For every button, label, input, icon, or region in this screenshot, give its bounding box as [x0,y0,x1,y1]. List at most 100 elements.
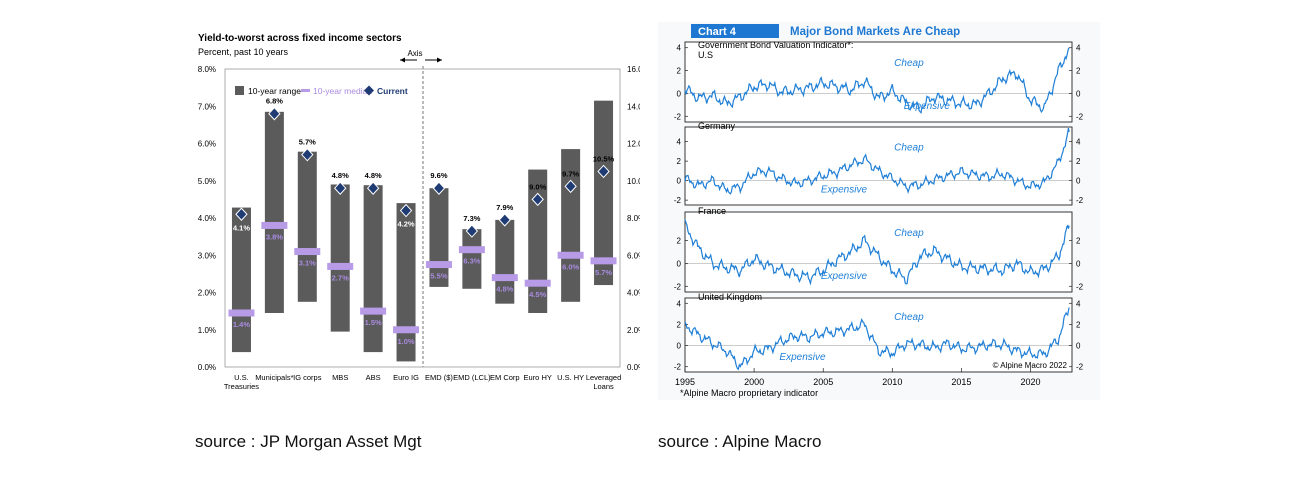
current-label: 10.5% [593,154,615,163]
panel-title: France [698,206,726,216]
x-tick-label: 2015 [951,377,971,387]
category-label: U.S. [234,373,249,382]
category-label: Loans [593,382,614,391]
left-legend: 10-year range 10-year median Current [235,85,408,96]
left-tick-label: 4.0% [198,214,216,223]
panel-left-tick: 4 [677,44,682,53]
panel-title: Germany [698,121,736,131]
category-label: EMD ($) [425,373,453,382]
panel-right-tick: 2 [1076,237,1081,246]
current-label: 6.8% [266,97,283,106]
category-label: EMD (LCL) [453,373,491,382]
category-label: EM Corp [490,373,520,382]
median-marker [425,261,452,269]
right-tick-label: 0.0% [627,363,640,372]
panel-left-tick: -2 [674,196,682,205]
current-marker [564,179,577,194]
expensive-label: Expensive [779,352,826,363]
median-label: 1.4% [233,320,250,329]
right-tick-label: 8.0% [627,214,640,223]
left-tick-label: 0.0% [198,363,216,372]
plot-frame [224,68,621,368]
panel-right-tick: -2 [1076,196,1084,205]
right-tick-label: 4.0% [627,289,640,298]
current-label: 4.8% [365,171,382,180]
range-bar [297,151,317,302]
expensive-label: Expensive [821,271,868,282]
axis-arrows [400,57,442,63]
left-tick-label: 5.0% [198,177,216,186]
legend-current-label: Current [377,86,408,96]
current-label: 4.8% [332,171,349,180]
cheap-label: Cheap [894,228,924,239]
panel-right-tick: 0 [1076,259,1081,268]
category-label: Leveraged [586,373,621,382]
category-label: MBS [332,373,348,382]
panel-right-tick: 2 [1076,320,1081,329]
category-label: IG corps [293,373,322,382]
legend-median-label: 10-year median [313,86,372,96]
median-marker [491,274,518,282]
median-marker [261,221,288,229]
range-bar [495,219,515,304]
range-bar [396,203,416,362]
median-label: 1.0% [397,337,414,346]
current-label: 4.1% [233,223,250,232]
current-label: 4.2% [397,220,414,229]
cheap-label: Cheap [894,58,924,69]
median-label: 3.1% [299,259,316,268]
panel-frame [684,41,1073,123]
right-tick-label: 14.0% [627,102,640,111]
range-bar [462,229,482,289]
current-marker [301,147,314,162]
median-label: 3.8% [266,232,283,241]
panel-left-tick: 4 [677,138,682,147]
chart-label-box [691,24,779,38]
panel-left-tick: 0 [677,259,682,268]
category-label: U.S. HY [557,373,584,382]
right-tick-label: 10.0% [627,177,640,186]
yield-to-worst-chart: Yield-to-worst across fixed income secto… [198,33,640,391]
panel-right-tick: 4 [1076,299,1081,308]
panel-left-tick: -2 [674,363,682,372]
median-label: 6.0% [562,262,579,271]
right-tick-label: 12.0% [627,140,640,149]
median-marker [590,257,617,265]
category-label: Treasuries [224,382,259,391]
panel-left-tick: -2 [674,112,682,121]
copyright: © Alpine Macro 2022 [993,361,1068,370]
legend-range-label: 10-year range [248,86,301,96]
current-label: 5.7% [299,138,316,147]
x-tick-label: 1995 [675,377,695,387]
median-marker [524,279,551,287]
left-tick-label: 2.0% [198,289,216,298]
current-marker [432,181,446,195]
median-marker [360,307,387,315]
panel-title: Government Bond Valuation Indicator*: [698,40,853,50]
panel-right-tick: 2 [1076,67,1081,76]
current-marker [531,192,544,207]
panel-title: United Kingdom [698,292,762,302]
panel-right-tick: -2 [1076,363,1084,372]
panel-title: U.S [698,50,713,60]
current-marker [399,203,413,218]
median-label: 4.5% [529,290,546,299]
current-label: 9.0% [529,182,546,191]
median-label: 6.3% [463,257,480,266]
category-label: Euro IG [393,373,419,382]
left-tick-label: 3.0% [198,251,216,260]
left-tick-label: 8.0% [198,65,216,74]
panel-left-tick: 0 [677,177,682,186]
current-marker [498,213,511,227]
left-chart-title: Yield-to-worst across fixed income secto… [198,33,402,44]
right-tick-label: 16.0% [627,65,640,74]
cheap-label: Cheap [894,142,924,153]
current-marker [334,181,347,195]
median-marker [393,326,420,334]
panel-right-tick: 0 [1076,177,1081,186]
x-tick-label: 2005 [813,377,833,387]
chart-footnote: *Alpine Macro proprietary indicator [680,388,818,398]
median-marker [228,309,255,317]
current-marker [597,164,610,179]
left-chart-subtitle: Percent, past 10 years [198,47,289,57]
